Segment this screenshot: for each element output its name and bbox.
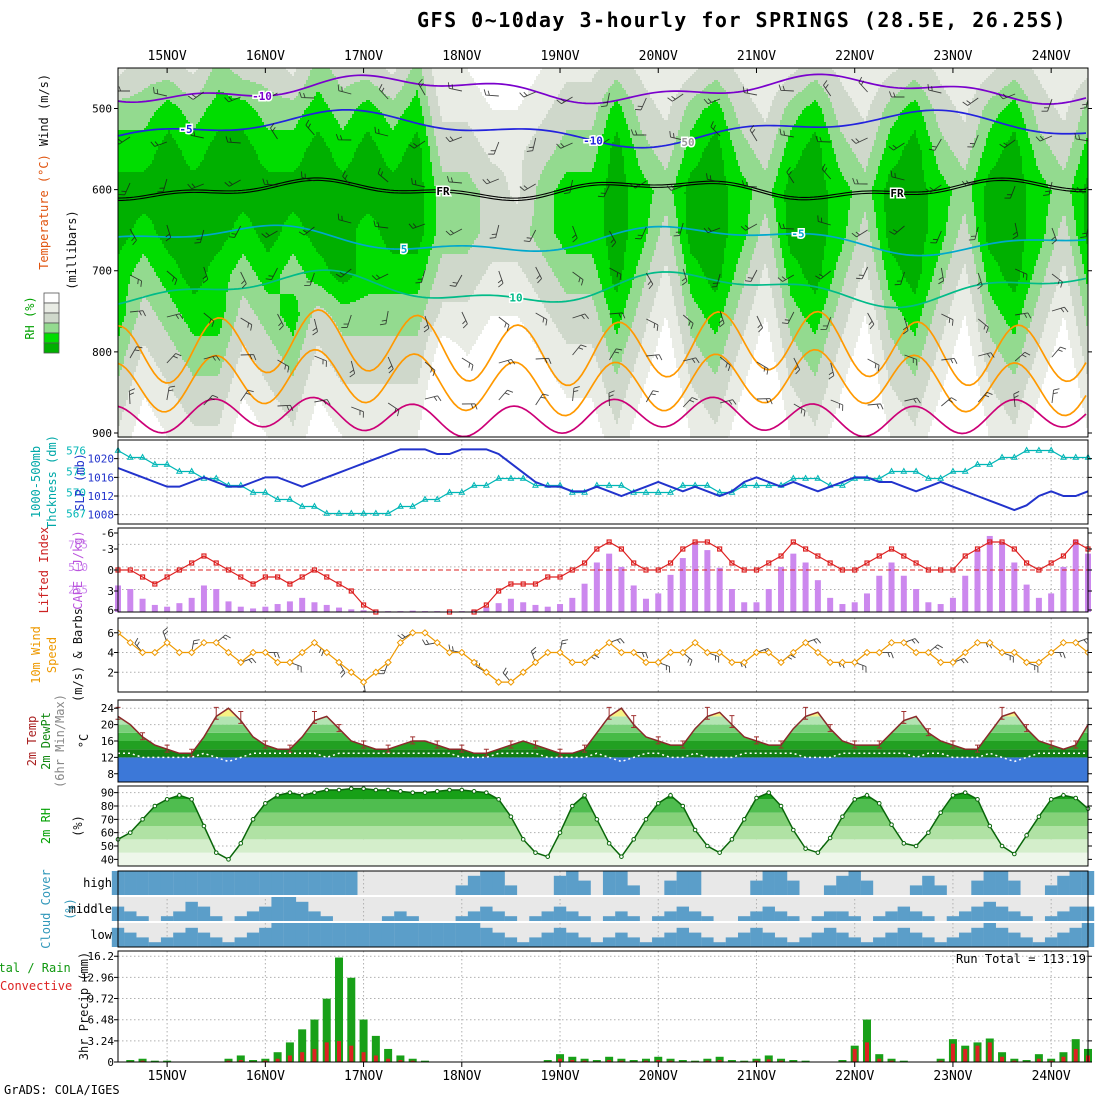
chart-title: GFS 0~10day 3-hourly for SPRINGS (28.5E,… xyxy=(417,8,1067,32)
label-degc: °C xyxy=(77,733,91,749)
label-10m-wind: 10m Wind xyxy=(29,626,43,684)
label-3hr-precip: 3hr Precip (mm) xyxy=(77,951,91,1061)
label-minmax: (6hr Min/Max) xyxy=(53,694,67,788)
label-cloud-pct: (%) xyxy=(63,898,77,920)
label-slp: SLP (mb) xyxy=(73,453,87,511)
label-rh-pct: (%) xyxy=(71,815,85,837)
label-2m-rh: 2m RH xyxy=(39,807,53,845)
label-2m-temp: 2m Temp xyxy=(25,715,39,767)
label-cape: CAPE (J/kg) xyxy=(71,530,85,610)
grads-credit: GrADS: COLA/IGES xyxy=(4,1083,120,1097)
label-convective: Convective xyxy=(0,979,73,993)
label-10m-speed: Speed xyxy=(45,636,59,674)
label-rh: RH (%) xyxy=(23,296,37,340)
label-total-rain: Total / Rain xyxy=(0,961,71,975)
label-wind-barbs: (m/s) & Barbs xyxy=(71,608,85,702)
label-2m-dewpt: 2m DewPt xyxy=(39,712,53,770)
label-temperature: Temperature (°C) xyxy=(37,154,51,270)
label-thickness-2: Thckness (dm) xyxy=(45,435,59,529)
label-thickness-1: 1000-500mb xyxy=(29,445,43,519)
run-total-label: Run Total = 113.19 xyxy=(955,952,1086,966)
label-millibars: (millibars) xyxy=(65,210,79,290)
label-cloud-cover: Cloud Cover xyxy=(39,869,53,949)
label-wind-units: Wind (m/s) xyxy=(37,73,51,147)
label-lifted-index: Lifted Index xyxy=(37,526,51,614)
